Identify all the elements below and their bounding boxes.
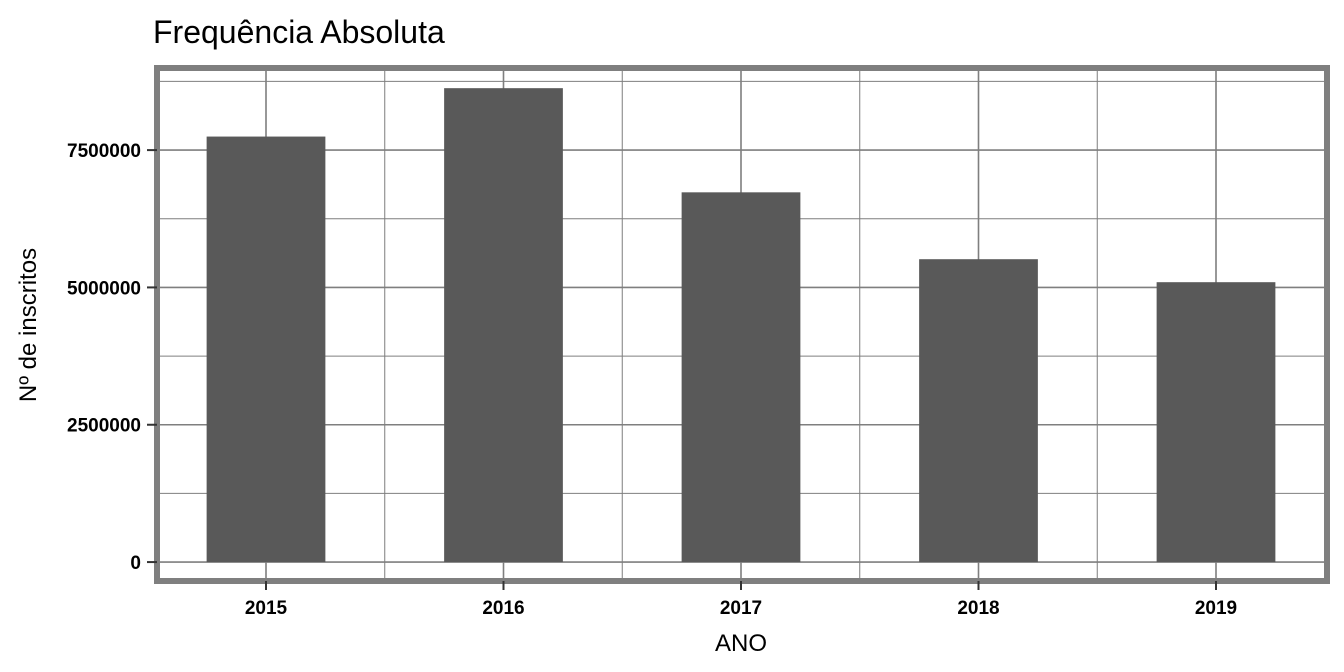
bar-2018 — [919, 259, 1038, 563]
bar-2017 — [681, 192, 801, 563]
x-axis-label: ANO — [715, 630, 767, 657]
x-tick-label: 2018 — [957, 598, 999, 619]
bar-2016 — [444, 88, 563, 563]
x-tick-label: 2019 — [1195, 598, 1237, 619]
x-tick-label: 2015 — [245, 598, 288, 619]
x-axis: 2015 2016 2017 2018 2019 — [245, 581, 1237, 619]
y-tick-label: 7500000 — [67, 141, 141, 162]
x-tick-label: 2016 — [482, 598, 524, 619]
chart-title: Frequência Absoluta — [153, 14, 445, 50]
y-axis-label: Nº de inscritos — [15, 248, 42, 402]
bar-2015 — [206, 136, 326, 563]
bar-2019 — [1156, 282, 1276, 563]
x-tick-label: 2017 — [720, 598, 762, 619]
bars — [206, 88, 1276, 563]
y-tick-label: 0 — [130, 553, 141, 574]
y-tick-label: 5000000 — [67, 278, 141, 299]
y-tick-label: 2500000 — [67, 416, 141, 437]
y-axis: 0 2500000 5000000 7500000 — [67, 141, 157, 574]
